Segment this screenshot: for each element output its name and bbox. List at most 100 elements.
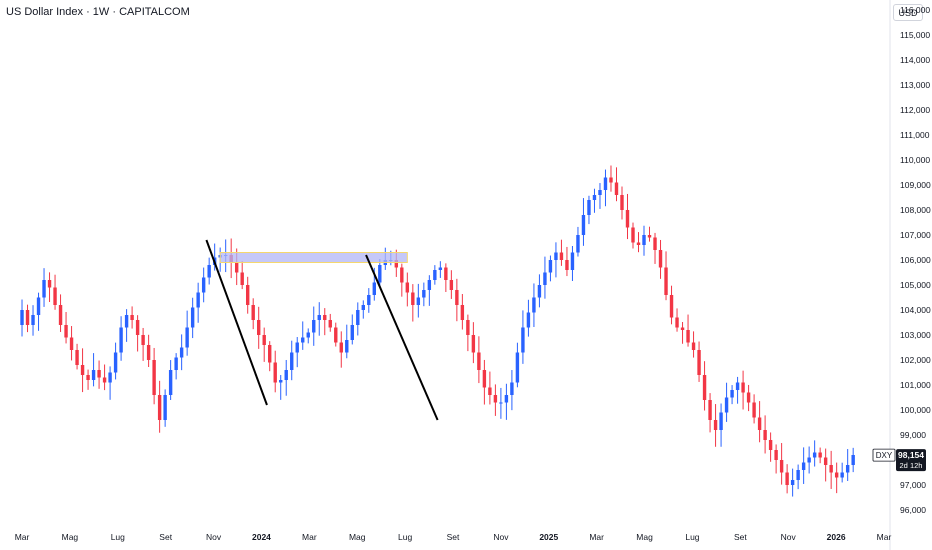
candle xyxy=(691,331,696,358)
candle xyxy=(790,468,795,497)
candle xyxy=(477,336,481,384)
candle xyxy=(515,342,520,388)
candle xyxy=(774,444,778,474)
candle xyxy=(58,294,63,332)
candle xyxy=(752,394,756,424)
y-tick-label: 96,000 xyxy=(900,505,926,515)
candle xyxy=(625,193,630,240)
candle xyxy=(812,440,817,467)
candle xyxy=(201,267,206,303)
overlays-layer xyxy=(205,239,439,421)
candle xyxy=(80,348,85,393)
candle xyxy=(273,350,277,393)
candle xyxy=(642,225,646,256)
candle xyxy=(823,448,828,482)
time-axis: Mar Mag Lug Set Nov 2024 Mar Mag Lug Set Nov 2025 Ma… xyxy=(15,532,892,542)
candle xyxy=(680,322,685,344)
candle xyxy=(339,331,343,368)
candle xyxy=(47,272,52,302)
candle xyxy=(119,316,123,361)
candle xyxy=(257,306,261,349)
candle xyxy=(284,359,288,396)
currency-button[interactable]: USD xyxy=(893,4,923,21)
candle xyxy=(141,327,145,361)
trendline-2[interactable] xyxy=(365,254,439,421)
candle xyxy=(328,313,332,332)
candle xyxy=(323,308,327,336)
candle xyxy=(746,384,751,412)
candle xyxy=(796,464,800,490)
candle xyxy=(614,167,619,202)
candle xyxy=(576,226,580,257)
candle xyxy=(631,222,635,249)
candle xyxy=(455,278,459,322)
candle xyxy=(757,401,762,443)
y-tick-label: 114,000 xyxy=(900,55,930,65)
candle xyxy=(653,232,657,264)
candle xyxy=(768,432,773,462)
candle xyxy=(69,326,74,361)
candle xyxy=(493,384,498,416)
candle xyxy=(262,327,266,362)
candle xyxy=(179,334,184,371)
candle xyxy=(559,239,564,266)
y-tick-label: 106,000 xyxy=(900,255,931,265)
candle xyxy=(543,256,547,299)
candle xyxy=(361,300,365,319)
candle xyxy=(146,334,151,367)
x-tick-label: 2025 xyxy=(539,532,558,542)
candle xyxy=(840,462,844,483)
candle xyxy=(471,322,476,364)
candle xyxy=(763,415,767,454)
candle xyxy=(697,341,701,382)
candle xyxy=(801,447,806,484)
candle xyxy=(168,360,173,400)
candles-layer xyxy=(20,165,855,497)
candle xyxy=(554,242,558,278)
candle xyxy=(25,304,30,333)
candle xyxy=(36,292,41,331)
candle xyxy=(834,462,839,494)
candle xyxy=(356,302,360,336)
candle xyxy=(31,305,35,336)
candle xyxy=(785,464,789,494)
candle xyxy=(97,360,101,389)
x-tick-label: Nov xyxy=(206,532,222,542)
y-tick-label: 104,000 xyxy=(900,305,931,315)
candle xyxy=(851,447,855,473)
candle xyxy=(609,165,613,192)
candle xyxy=(251,298,255,330)
candle xyxy=(603,169,608,207)
candle xyxy=(735,376,740,404)
y-tick-label: 97,000 xyxy=(900,480,926,490)
candle xyxy=(845,449,850,481)
candle xyxy=(411,284,415,322)
candle xyxy=(449,270,454,299)
resistance-zone[interactable] xyxy=(219,252,408,263)
candle xyxy=(75,343,79,370)
candle xyxy=(42,268,46,307)
candle xyxy=(245,276,250,314)
candle xyxy=(113,342,118,380)
candle xyxy=(598,183,602,209)
candle xyxy=(818,447,822,464)
candle xyxy=(427,275,432,306)
candle xyxy=(686,314,690,347)
candle xyxy=(488,371,492,405)
x-tick-label: Mar xyxy=(15,532,30,542)
x-tick-label: Mar xyxy=(877,532,892,542)
candle xyxy=(312,306,316,346)
candle xyxy=(196,282,200,323)
candle xyxy=(807,446,811,474)
candle xyxy=(108,366,112,400)
candle xyxy=(400,263,404,297)
trendline-1[interactable] xyxy=(205,239,268,406)
x-tick-label: Set xyxy=(447,532,460,542)
candle xyxy=(565,246,569,277)
candle xyxy=(174,353,178,380)
candle xyxy=(592,188,597,213)
y-tick-label: 108,000 xyxy=(900,205,931,215)
candle xyxy=(124,309,129,342)
